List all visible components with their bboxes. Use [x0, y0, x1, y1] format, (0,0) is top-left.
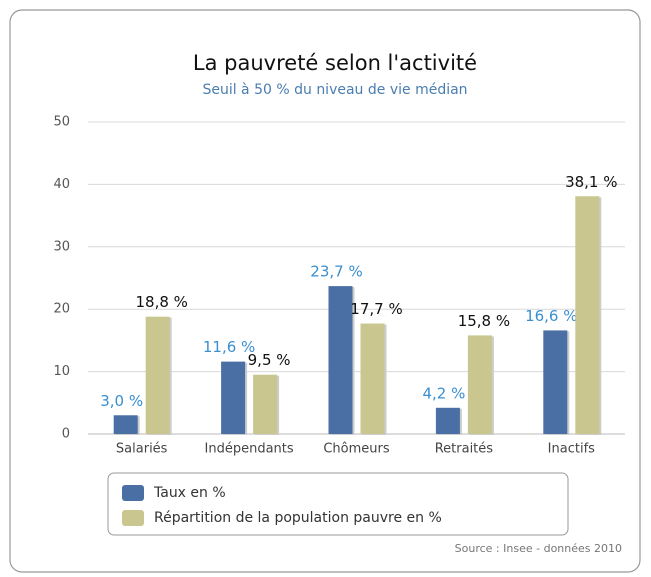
value-label: 16,6 %: [525, 307, 577, 325]
value-label: 3,0 %: [100, 392, 143, 410]
x-tick-label: Inactifs: [548, 442, 595, 457]
x-tick-label: Salariés: [116, 442, 168, 457]
x-tick-label: Retraités: [435, 442, 494, 457]
value-label: 15,8 %: [458, 312, 510, 330]
bar: [467, 335, 492, 434]
y-tick-label: 10: [53, 364, 70, 379]
y-tick-label: 30: [53, 239, 70, 254]
legend: [107, 472, 569, 536]
legend-swatch: [122, 510, 144, 526]
x-tick-label: Indépendants: [205, 442, 294, 457]
bar: [253, 374, 278, 434]
bar: [435, 407, 460, 434]
bar: [113, 415, 138, 434]
bar: [328, 286, 353, 434]
chart-title: La pauvreté selon l'activité: [193, 51, 477, 75]
value-label: 18,8 %: [135, 293, 187, 311]
value-label: 4,2 %: [422, 384, 465, 402]
value-label: 17,7 %: [350, 300, 402, 318]
legend-label: Taux en %: [153, 485, 226, 501]
legend-label: Répartition de la population pauvre en %: [154, 510, 442, 526]
bar: [145, 316, 170, 434]
y-tick-label: 20: [53, 302, 70, 317]
bar: [575, 196, 600, 434]
value-label: 9,5 %: [248, 351, 291, 369]
y-tick-label: 50: [53, 115, 70, 130]
bar: [543, 330, 568, 434]
source: Source : Insee - données 2010: [455, 542, 622, 555]
bar: [221, 361, 246, 434]
legend-swatch: [122, 485, 144, 501]
y-tick-label: 40: [53, 177, 70, 192]
chart-subtitle: Seuil à 50 % du niveau de vie médian: [202, 82, 467, 98]
bar: [360, 323, 385, 434]
value-label: 38,1 %: [565, 173, 617, 191]
value-label: 23,7 %: [310, 263, 362, 281]
value-label: 11,6 %: [203, 338, 255, 356]
y-tick-label: 0: [62, 427, 70, 442]
x-tick-label: Chômeurs: [323, 442, 390, 457]
